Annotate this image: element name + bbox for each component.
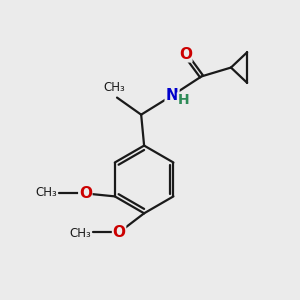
Text: O: O [179,47,192,62]
Text: O: O [112,225,126,240]
Text: H: H [178,93,189,107]
Text: N: N [166,88,178,103]
Text: CH₃: CH₃ [36,186,57,199]
Text: O: O [79,186,92,201]
Text: CH₃: CH₃ [69,226,91,239]
Text: CH₃: CH₃ [104,81,125,94]
